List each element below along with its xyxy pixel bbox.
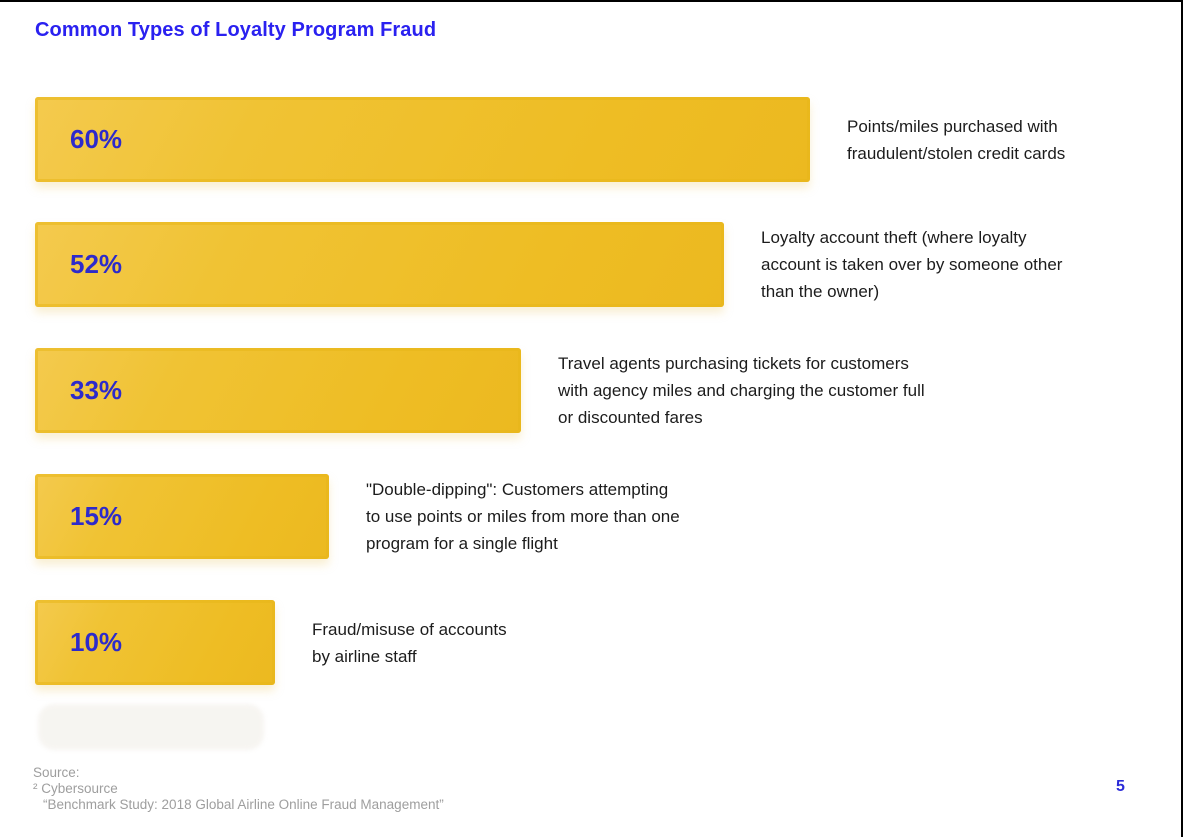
- bar-52pct: 52%: [35, 222, 724, 307]
- bar-33pct: 33%: [35, 348, 521, 433]
- page-number: 5: [1116, 778, 1125, 795]
- bar-row-3: 33% Travel agents purchasing tickets for…: [35, 348, 925, 433]
- source-name: ² Cybersource: [33, 781, 118, 796]
- bar-10pct: 10%: [35, 600, 275, 685]
- bar-caption: Loyalty account theft (where loyalty acc…: [761, 228, 1063, 301]
- top-border: [0, 0, 1183, 2]
- bar-15pct: 15%: [35, 474, 329, 559]
- page-title: Common Types of Loyalty Program Fraud: [35, 19, 437, 42]
- bar-value-label: 33%: [70, 375, 123, 405]
- bar-value-label: 60%: [70, 124, 123, 154]
- bar-row-2: 52% Loyalty account theft (where loyalty…: [35, 222, 1062, 307]
- bar-row-5: 10% Fraud/misuse of accounts by airline …: [35, 600, 507, 685]
- bar-caption: Fraud/misuse of accounts by airline staf…: [312, 619, 507, 666]
- bar-caption: Travel agents purchasing tickets for cus…: [558, 354, 925, 427]
- faded-ghost-bar: [38, 704, 264, 750]
- bar-row-4: 15% "Double-dipping": Customers attempti…: [35, 474, 680, 559]
- right-border: [1181, 0, 1183, 837]
- bar-row-1: 60% Points/miles purchased with fraudule…: [35, 97, 1065, 182]
- bar-value-label: 15%: [70, 501, 123, 531]
- bar-caption: "Double-dipping": Customers attempting t…: [366, 480, 680, 553]
- bar-value-label: 52%: [70, 249, 123, 279]
- source-note: Source: ² Cybersource “Benchmark Study: …: [33, 765, 444, 813]
- bar-caption: Points/miles purchased with fraudulent/s…: [847, 116, 1066, 163]
- source-study: “Benchmark Study: 2018 Global Airline On…: [43, 797, 444, 812]
- bar-value-label: 10%: [70, 627, 123, 657]
- source-label: Source:: [33, 765, 80, 780]
- bar-60pct: 60%: [35, 97, 810, 182]
